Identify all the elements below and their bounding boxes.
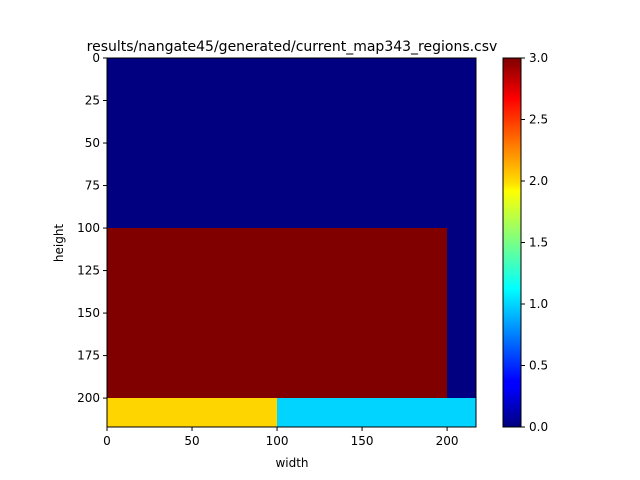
heatmap-region — [107, 228, 448, 399]
colorbar-gradient — [502, 57, 522, 428]
y-axis-label: height — [52, 224, 66, 263]
y-tick-label: 75 — [85, 179, 100, 193]
x-tick-label: 200 — [436, 434, 459, 448]
heatmap-region — [107, 398, 278, 427]
x-tick-label: 100 — [266, 434, 289, 448]
x-tick-label: 0 — [103, 434, 111, 448]
colorbar: 0.0 0.5 1.0 1.5 2.0 2.5 3.0 — [502, 51, 548, 434]
x-tick-label: 50 — [184, 434, 199, 448]
y-tick-label: 50 — [85, 136, 100, 150]
colorbar-tick-label: 0.5 — [529, 359, 548, 373]
y-tick-label: 175 — [77, 349, 100, 363]
y-tick-label: 25 — [85, 94, 100, 108]
plot-frame — [106, 57, 477, 428]
y-tick-label: 150 — [77, 306, 100, 320]
colorbar-tick-label: 3.0 — [529, 51, 548, 65]
colorbar-tick-label: 1.0 — [529, 297, 548, 311]
x-axis-label: width — [275, 456, 308, 470]
x-axis: 0 50 100 150 200 — [103, 427, 459, 448]
colorbar-tick-label: 0.0 — [529, 420, 548, 434]
colorbar-ticks: 0.0 0.5 1.0 1.5 2.0 2.5 3.0 — [521, 51, 548, 434]
colorbar-tick-label: 2.5 — [529, 113, 548, 127]
plot-area — [107, 58, 476, 427]
heatmap-region — [277, 398, 476, 427]
heatmap-region — [107, 58, 476, 229]
y-tick-label: 0 — [92, 51, 100, 65]
y-tick-label: 125 — [77, 264, 100, 278]
y-axis: 0 25 50 75 100 125 150 175 200 — [77, 51, 107, 405]
colorbar-tick-label: 1.5 — [529, 236, 548, 250]
chart-title: results/nangate45/generated/current_map3… — [87, 39, 498, 55]
heatmap-region — [447, 228, 476, 399]
x-tick-label: 150 — [351, 434, 374, 448]
colorbar-tick-label: 2.0 — [529, 174, 548, 188]
y-tick-label: 200 — [77, 391, 100, 405]
y-tick-label: 100 — [77, 221, 100, 235]
